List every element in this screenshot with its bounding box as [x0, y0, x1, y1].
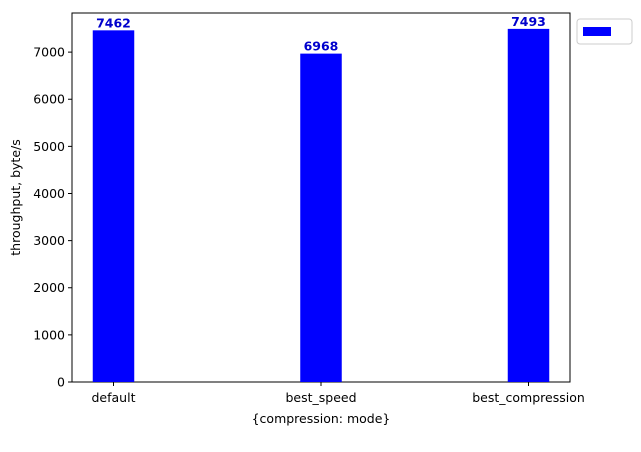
legend [576, 18, 633, 45]
y-axis-title: throughput, byte/s [8, 139, 23, 255]
bar-value-label: 6968 [304, 39, 339, 54]
bar-best_compression [507, 28, 550, 382]
y-tick-label: 7000 [33, 45, 65, 60]
y-tick-label: 1000 [33, 327, 65, 342]
legend-swatch [583, 27, 611, 36]
bar-best_speed [300, 53, 342, 383]
x-tick-label: best_speed [285, 390, 356, 405]
y-tick-label: 3000 [33, 233, 65, 248]
bar-value-label: 7493 [511, 14, 546, 29]
y-tick-label: 5000 [33, 139, 65, 154]
bar-value-label: 7462 [96, 15, 131, 30]
x-axis: default best_speed best_compression [92, 382, 585, 405]
y-tick-label: 0 [57, 375, 65, 390]
y-tick-label: 2000 [33, 280, 65, 295]
y-tick-label: 6000 [33, 92, 65, 107]
x-axis-title: {compression: mode} [252, 411, 391, 426]
bar-default [92, 30, 135, 382]
x-tick-label: best_compression [472, 390, 585, 405]
x-tick-label: default [92, 390, 136, 405]
y-axis: 0 1000 2000 3000 4000 5000 6000 7000 [33, 45, 72, 390]
bar-group: 7462 6968 7493 [92, 14, 550, 383]
y-tick-label: 4000 [33, 186, 65, 201]
